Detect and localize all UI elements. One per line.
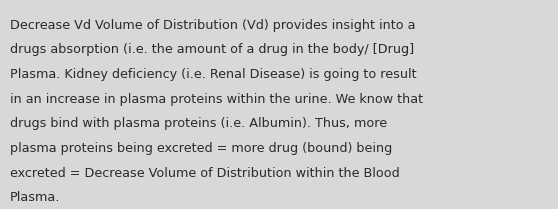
Text: drugs bind with plasma proteins (i.e. Albumin). Thus, more: drugs bind with plasma proteins (i.e. Al…: [10, 117, 387, 130]
Text: drugs absorption (i.e. the amount of a drug in the body/ [Drug]: drugs absorption (i.e. the amount of a d…: [10, 43, 414, 56]
Text: in an increase in plasma proteins within the urine. We know that: in an increase in plasma proteins within…: [10, 93, 423, 106]
Text: plasma proteins being excreted = more drug (bound) being: plasma proteins being excreted = more dr…: [10, 142, 392, 155]
Text: Plasma. Kidney deficiency (i.e. Renal Disease) is going to result: Plasma. Kidney deficiency (i.e. Renal Di…: [10, 68, 417, 81]
Text: Decrease Vd Volume of Distribution (Vd) provides insight into a: Decrease Vd Volume of Distribution (Vd) …: [10, 19, 416, 32]
Text: Plasma.: Plasma.: [10, 191, 60, 204]
Text: excreted = Decrease Volume of Distribution within the Blood: excreted = Decrease Volume of Distributi…: [10, 167, 400, 180]
